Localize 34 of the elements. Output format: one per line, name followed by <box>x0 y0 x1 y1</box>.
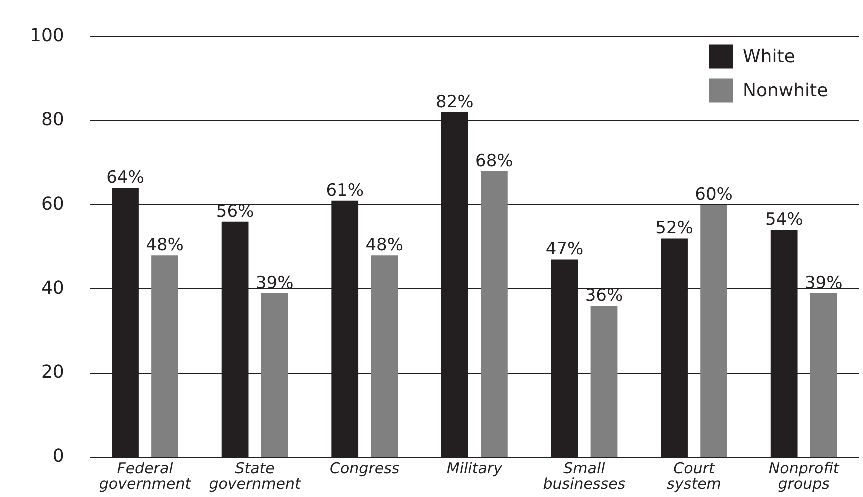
y-tick-label: 80 <box>41 110 64 131</box>
y-tick-label: 20 <box>41 362 64 384</box>
data-label: 82% <box>436 92 474 112</box>
bar <box>481 171 508 457</box>
x-tick-label: Court system <box>667 459 722 494</box>
x-tick-label: Small businesses <box>543 459 626 494</box>
legend-label: White <box>743 46 796 68</box>
bar <box>261 293 288 457</box>
bar <box>371 256 398 457</box>
data-label: 68% <box>476 151 514 172</box>
data-label: 39% <box>804 273 843 294</box>
x-tick-label: Military <box>446 459 504 478</box>
x-tick-label: Federal government <box>99 459 192 494</box>
data-label: 60% <box>695 185 733 205</box>
y-tick-label: 40 <box>41 278 64 299</box>
bar <box>700 205 728 457</box>
data-label: 52% <box>656 218 694 239</box>
x-tick-label: Nonprofit groups <box>768 459 840 494</box>
y-tick-label: 100 <box>30 25 64 46</box>
data-label: 47% <box>546 240 584 260</box>
legend-label: Nonwhite <box>743 80 828 102</box>
bar <box>590 306 618 457</box>
bar <box>152 256 178 457</box>
x-tick-label: Congress <box>330 459 400 478</box>
data-label: 54% <box>765 210 804 230</box>
y-tick-label: 60 <box>41 194 64 215</box>
data-label: 64% <box>106 168 144 188</box>
x-tick-label: State government <box>209 459 302 494</box>
data-label: 61% <box>326 180 364 201</box>
data-label: 39% <box>256 273 294 294</box>
data-label: 48% <box>366 235 404 256</box>
data-label: 48% <box>146 235 184 256</box>
bar <box>810 293 838 457</box>
y-tick-label: 0 <box>52 446 64 468</box>
